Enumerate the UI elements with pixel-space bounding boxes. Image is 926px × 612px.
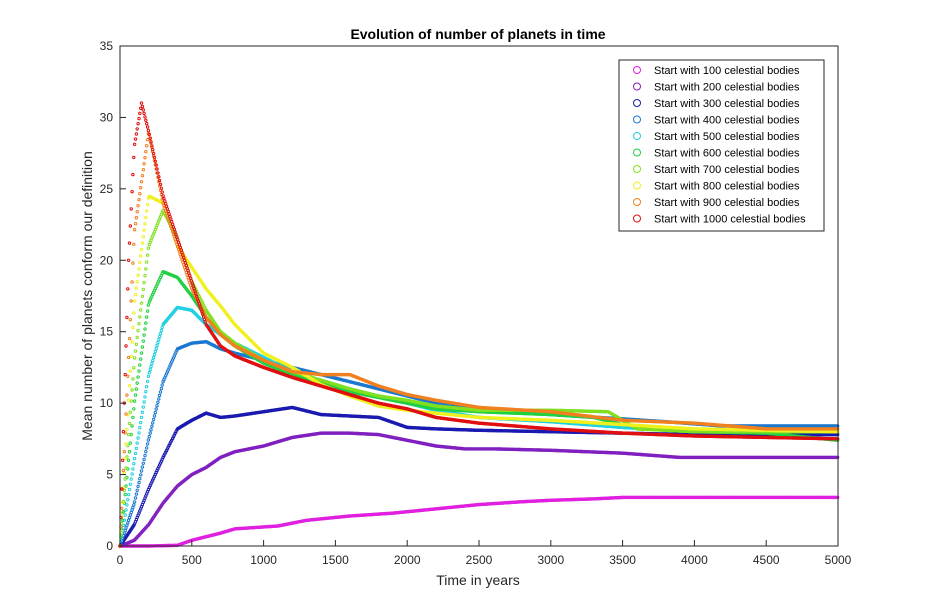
data-point (143, 395, 147, 399)
data-point (122, 518, 127, 522)
data-point (138, 426, 142, 430)
data-point (140, 465, 145, 469)
data-point (145, 446, 149, 450)
data-point (155, 404, 159, 408)
data-point (145, 379, 150, 384)
data-point (140, 410, 145, 414)
data-point (150, 424, 154, 428)
data-point (127, 487, 132, 492)
data-point (159, 386, 164, 391)
data-point (133, 451, 138, 456)
data-point (157, 393, 162, 398)
data-point (150, 361, 154, 366)
data-point (129, 477, 133, 481)
data-point (159, 328, 164, 333)
data-point (132, 500, 137, 504)
data-point (128, 482, 133, 486)
data-point (152, 414, 157, 418)
data-point (142, 457, 146, 462)
data-point (136, 484, 140, 489)
data-point (160, 325, 164, 330)
data-point (157, 397, 161, 401)
data-point (151, 355, 156, 360)
data-point (144, 390, 148, 394)
data-point (158, 390, 163, 394)
data-point (139, 420, 143, 425)
data-point (154, 407, 158, 411)
data-point (160, 383, 164, 387)
data-point (147, 434, 152, 439)
data-point (144, 450, 148, 454)
data-point (135, 488, 139, 492)
data-point (148, 367, 152, 372)
data-point (143, 453, 147, 458)
data-point (146, 438, 151, 442)
data-point (156, 340, 160, 345)
data-point (121, 523, 126, 528)
data-point (142, 400, 146, 404)
series-1 (118, 495, 840, 548)
data-point (124, 508, 128, 512)
data-point (137, 431, 141, 435)
data-point (154, 346, 158, 351)
data-point (126, 498, 130, 502)
data-point (130, 472, 134, 476)
data-point (147, 370, 152, 375)
series-layer (118, 101, 840, 548)
data-point (141, 461, 146, 465)
data-point (139, 473, 143, 477)
data-point (151, 417, 156, 422)
data-point (145, 442, 150, 446)
data-point (153, 410, 158, 415)
data-point (139, 415, 144, 420)
data-point (153, 349, 158, 354)
chart-title: Evolution of number of planets in time (350, 26, 605, 42)
data-point (156, 400, 160, 404)
data-point (131, 467, 135, 471)
data-point (138, 477, 142, 481)
data-point (158, 331, 163, 336)
data-point (123, 513, 127, 517)
data-point (157, 337, 161, 342)
data-point (125, 503, 129, 507)
data-point (132, 456, 137, 461)
data-point (135, 441, 139, 445)
data-point (151, 421, 155, 425)
data-point (139, 469, 144, 473)
data-point (151, 358, 155, 363)
data-point (145, 384, 149, 389)
data-point (146, 374, 151, 378)
data-point (134, 446, 139, 450)
data-point (134, 492, 139, 496)
data-point (155, 343, 159, 348)
data-point (148, 431, 152, 435)
data-point (152, 352, 157, 357)
data-point (149, 428, 153, 432)
data-point (157, 334, 162, 339)
series-2 (118, 431, 840, 548)
data-point (133, 496, 138, 500)
data-point (136, 436, 140, 440)
data-point (126, 492, 131, 497)
data-point (149, 364, 153, 369)
data-point (132, 462, 136, 466)
data-point (132, 503, 136, 507)
data-point (137, 480, 141, 485)
data-point (141, 405, 146, 409)
